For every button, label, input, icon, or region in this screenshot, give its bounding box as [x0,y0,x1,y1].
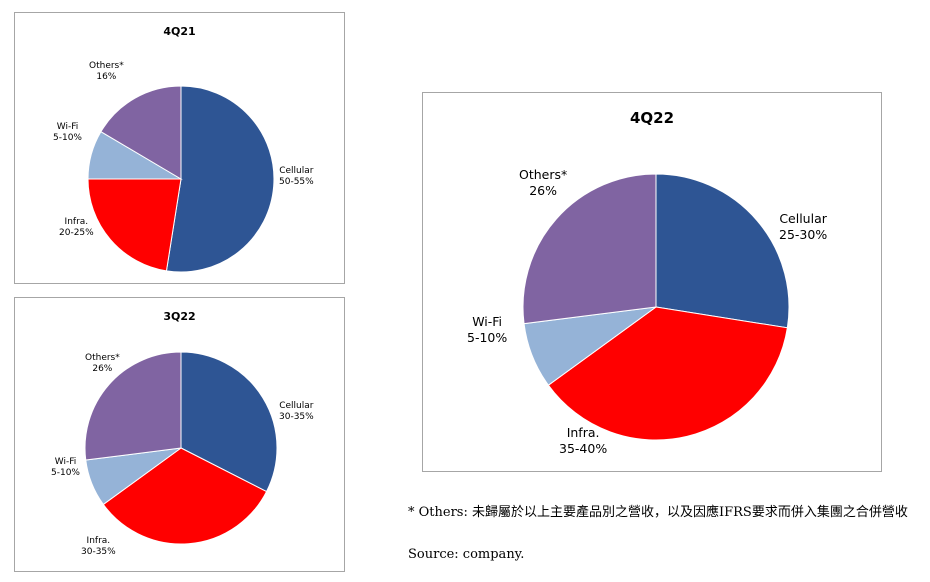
slice-label-infra: Infra. 20-25% [59,217,94,240]
pie-slice-cellular [180,351,278,493]
slice-range: 25-30% [779,226,828,242]
slice-name: Cellular [779,211,827,226]
pie-slice-others [522,173,657,325]
pie-slice-cellular [655,173,790,329]
slice-name: Others* [85,353,120,363]
slice-range: 30-35% [81,547,116,558]
slice-label-infra: Infra. 30-35% [81,536,116,559]
slice-range: 35-40% [559,440,608,456]
pie-slice-infra [102,447,268,545]
slice-range: 30-35% [279,412,314,423]
slice-label-wifi: Wi-Fi 5-10% [467,314,507,345]
slice-name: Others* [89,61,124,71]
slice-label-others: Others* 26% [519,167,567,198]
footnote: * Others: 未歸屬於以上主要產品別之營收，以及因應IFRS要求而併入集團… [408,505,908,520]
slice-name: Cellular [279,166,314,176]
chart-title: 4Q22 [629,109,675,127]
slice-label-others: Others* 16% [89,61,124,84]
pie-chart-4q22: 4Q22 Others* 26% Cellular 25-30% Wi-Fi 5… [422,92,882,472]
slice-range: 20-25% [59,228,94,239]
pie-slice-infra [547,306,788,441]
slice-name: Wi-Fi [54,457,77,467]
pie-svg [87,85,275,273]
slice-label-cellular: Cellular 50-55% [279,166,314,189]
pie-chart-3q22: 3Q22 Others* 26% Cellular 30-35% Wi-Fi 5… [14,297,345,572]
slice-name: Cellular [279,401,314,411]
slice-name: Infra. [64,217,89,227]
pie-chart-4q21: 4Q21 Others* 16% Wi-Fi 5-10% Cellular 50… [14,12,345,284]
slice-name: Others* [519,167,568,182]
pie-slice-infra [87,178,182,272]
slice-label-infra: Infra. 35-40% [559,425,607,456]
slice-range: 26% [529,182,558,198]
slice-name: Infra. [566,425,600,440]
slice-label-cellular: Cellular 30-35% [279,401,314,424]
slice-name: Wi-Fi [472,314,503,329]
slice-range: 5-10% [51,468,80,479]
slice-range: 5-10% [467,329,508,345]
chart-title: 4Q21 [163,25,196,38]
slice-label-wifi: Wi-Fi 5-10% [53,122,82,145]
slice-range: 50-55% [279,177,314,188]
chart-title: 3Q22 [163,310,196,323]
slice-label-wifi: Wi-Fi 5-10% [51,457,80,480]
pie-slice-cellular [165,85,275,273]
source-note: Source: company. [408,547,525,562]
slice-range: 16% [96,72,117,83]
slice-range: 5-10% [53,133,82,144]
slice-name: Infra. [86,536,111,546]
pie-slice-others [100,85,182,180]
pie-slice-others [84,351,182,461]
pie-svg [84,351,278,545]
slice-range: 26% [92,364,113,375]
slice-label-cellular: Cellular 25-30% [779,211,827,242]
pie-svg [522,173,790,441]
slice-name: Wi-Fi [56,122,79,132]
slice-label-others: Others* 26% [85,353,120,376]
